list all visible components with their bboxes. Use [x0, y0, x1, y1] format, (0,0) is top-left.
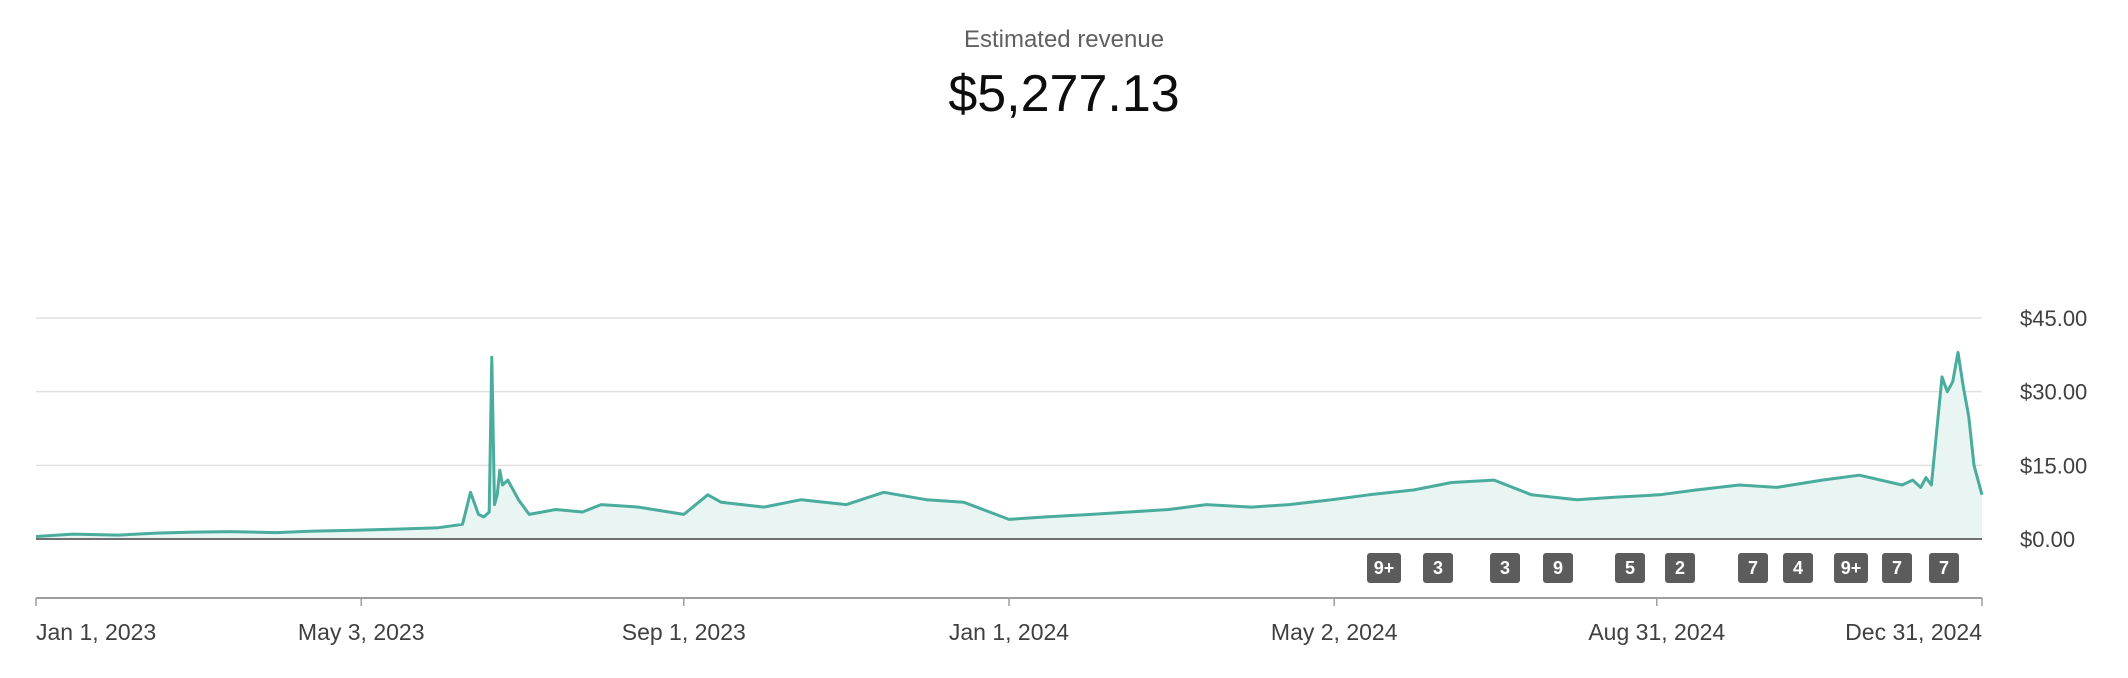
event-marker-label: 7	[1892, 558, 1902, 578]
series-area	[36, 352, 1982, 539]
event-marker-label: 4	[1793, 558, 1803, 578]
event-marker-bg	[1834, 553, 1868, 583]
event-marker: 9+	[1834, 553, 1868, 583]
y-tick-label: $45.00	[2020, 306, 2087, 331]
x-tick-label: May 3, 2023	[298, 619, 425, 645]
event-marker-label: 9+	[1374, 558, 1395, 578]
y-tick-label: $0.00	[2020, 527, 2075, 552]
event-marker-bg	[1929, 553, 1959, 583]
event-marker-bg	[1490, 553, 1520, 583]
metric-value: $5,277.13	[948, 65, 1180, 123]
event-marker: 9+	[1367, 553, 1401, 583]
x-tick-label: May 2, 2024	[1271, 619, 1398, 645]
event-marker-bg	[1367, 553, 1401, 583]
x-tick-label: Aug 31, 2024	[1588, 619, 1725, 645]
event-marker-label: 7	[1748, 558, 1758, 578]
event-marker: 3	[1423, 553, 1453, 583]
event-marker-bg	[1423, 553, 1453, 583]
x-tick-label: Dec 31, 2024	[1845, 619, 1982, 645]
event-marker-bg	[1783, 553, 1813, 583]
x-tick-label: Jan 1, 2024	[949, 619, 1069, 645]
series-line	[35, 350, 1984, 538]
event-marker-bg	[1665, 553, 1695, 583]
event-marker: 3	[1490, 553, 1520, 583]
event-marker: 7	[1738, 553, 1768, 583]
event-marker-label: 9	[1553, 558, 1563, 578]
event-marker: 7	[1882, 553, 1912, 583]
event-marker-label: 3	[1433, 558, 1443, 578]
x-tick-label: Sep 1, 2023	[622, 619, 746, 645]
event-marker-label: 3	[1500, 558, 1510, 578]
event-marker: 7	[1929, 553, 1959, 583]
event-marker-bg	[1543, 553, 1573, 583]
event-marker: 5	[1615, 553, 1645, 583]
y-tick-label: $30.00	[2020, 380, 2087, 405]
metric-label: Estimated revenue	[963, 26, 1165, 53]
event-marker-label: 9+	[1841, 558, 1862, 578]
event-marker: 9	[1543, 553, 1573, 583]
event-marker-label: 5	[1625, 558, 1635, 578]
y-tick-label: $15.00	[2020, 453, 2087, 478]
event-marker-label: 2	[1675, 558, 1685, 578]
event-marker: 2	[1665, 553, 1695, 583]
event-marker-bg	[1615, 553, 1645, 583]
x-tick-label: Jan 1, 2023	[36, 619, 156, 645]
event-marker-bg	[1738, 553, 1768, 583]
event-marker: 4	[1783, 553, 1813, 583]
event-marker-label: 7	[1939, 558, 1949, 578]
event-marker-bg	[1882, 553, 1912, 583]
